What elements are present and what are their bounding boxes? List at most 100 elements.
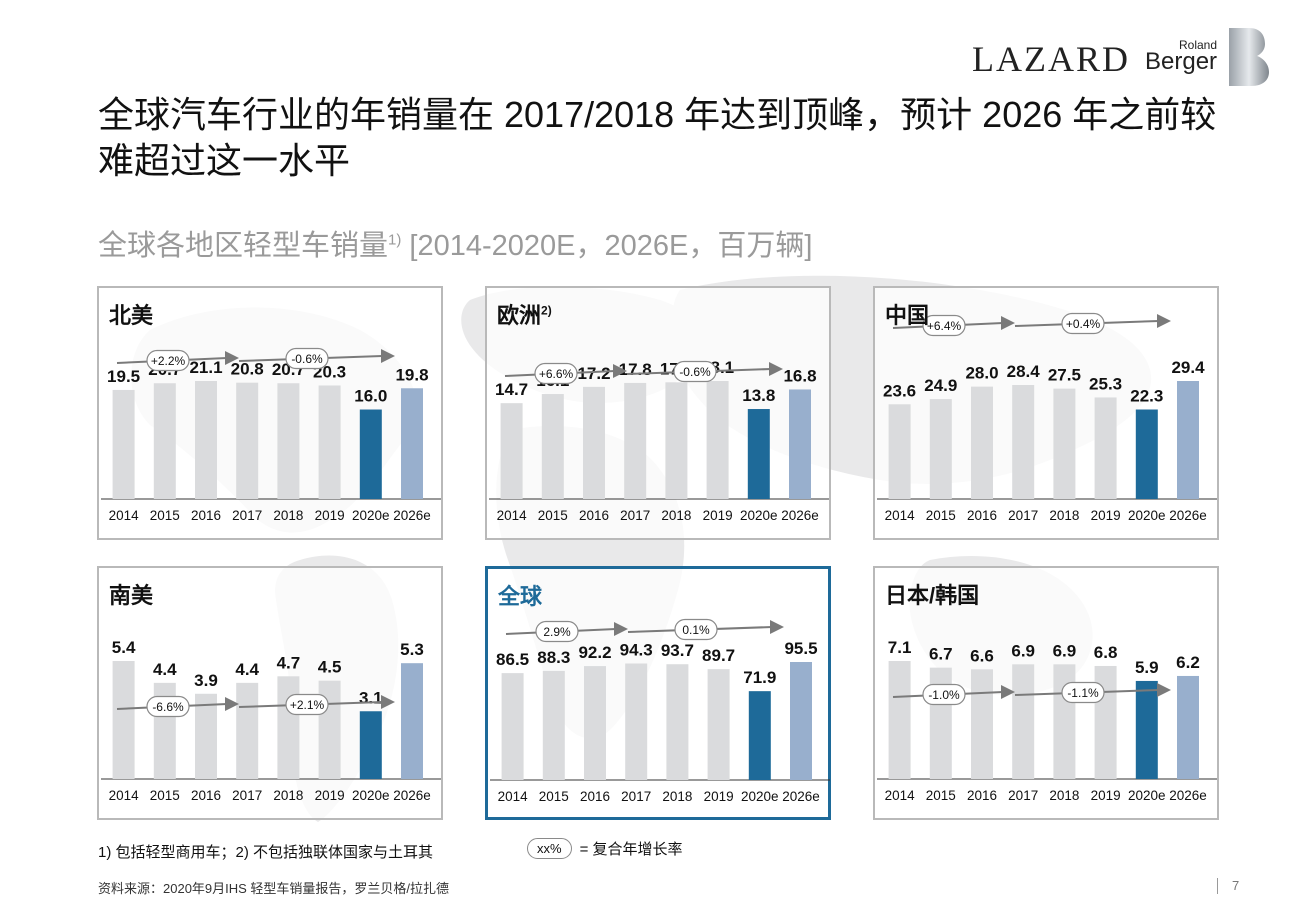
x-tick-label: 2018 [273, 788, 303, 803]
bar-2015 [929, 399, 952, 499]
bar-2017 [236, 682, 259, 779]
x-tick-label: 2017 [621, 789, 651, 804]
bar-2018 [1053, 388, 1076, 499]
bar-2016 [583, 386, 605, 499]
legend-text: = 复合年增长率 [579, 841, 683, 858]
x-tick-label: 2026e [1169, 788, 1207, 803]
cagr-label: +6.4% [927, 319, 962, 333]
x-tick-label: 2019 [1091, 788, 1121, 803]
bar-2026e [789, 389, 811, 499]
cagr-pill [1061, 312, 1105, 335]
data-label: 95.5 [784, 639, 817, 658]
bar-2019 [1094, 397, 1117, 499]
data-label: 19.5 [107, 367, 140, 386]
lazard-logo: LAZARD [972, 39, 1130, 79]
x-tick-label: 2019 [315, 788, 345, 803]
data-label: 4.5 [318, 658, 342, 677]
data-label: 89.7 [702, 646, 735, 665]
arrow-head-icon [1157, 683, 1171, 697]
chart-panel: 14.7201416.1201517.2201617.8201717.92018… [485, 286, 831, 540]
x-tick-label: 2016 [191, 508, 221, 523]
chart-panel: 19.5201420.7201521.1201620.8201720.72018… [97, 286, 443, 540]
bar-2026e [790, 662, 812, 780]
data-label: 25.3 [1089, 374, 1122, 393]
bar-2019 [318, 385, 341, 499]
data-label: 28.0 [965, 364, 998, 383]
data-label: 3.1 [359, 688, 383, 707]
cagr-label: +6.6% [539, 367, 574, 381]
data-label: 16.8 [783, 366, 816, 385]
panel-title: 全球 [498, 579, 542, 611]
chart-panel: 7.1 2014 6.7 2015 6.6 2016 6.9 2017 6.9 2018 6.8 20… [873, 566, 1219, 820]
data-label: 5.9 [1135, 658, 1159, 677]
x-tick-label: 2026e [393, 788, 431, 803]
bar-2017 [1012, 664, 1035, 779]
x-tick-label: 2017 [232, 788, 262, 803]
cagr-label: -0.6% [679, 365, 711, 379]
data-label: 94.3 [620, 640, 653, 659]
bar-2014 [888, 404, 911, 499]
data-label: 6.7 [929, 645, 953, 664]
x-tick-label: 2016 [967, 788, 997, 803]
data-label: 5.3 [400, 640, 424, 659]
panel-title-text: 全球 [498, 584, 543, 609]
x-tick-label: 2026e [782, 789, 820, 804]
arrow-head-icon [225, 697, 239, 711]
arrow-head-icon [1001, 316, 1015, 330]
data-label: 17.2 [577, 364, 610, 383]
bar-2020e [747, 409, 770, 499]
data-label: 6.2 [1176, 653, 1200, 672]
panel-title: 欧洲2) [497, 298, 552, 330]
legend-pill: xx% [527, 838, 572, 859]
cagr-pill [922, 683, 966, 706]
panel-title-text: 欧洲 [497, 303, 542, 328]
data-label: 4.7 [277, 653, 301, 672]
x-tick-label: 2015 [926, 788, 956, 803]
x-tick-label: 2014 [498, 789, 529, 804]
source-note: 资料来源：2020年9月IHS 轻型车销量报告，罗兰贝格/拉扎德 [98, 881, 450, 896]
cagr-label: -0.6% [291, 352, 323, 366]
bar-2014 [112, 389, 135, 499]
x-tick-label: 2018 [273, 508, 303, 523]
cagr-pill [146, 695, 190, 718]
cagr-pill [285, 693, 329, 716]
cagr-pill [535, 620, 579, 643]
panel-title: 北美 [109, 298, 153, 330]
cagr-label: 2.9% [543, 625, 571, 639]
bar-2016 [195, 693, 217, 779]
x-tick-label: 2017 [620, 508, 650, 523]
panel-title: 南美 [109, 578, 153, 610]
x-tick-label: 2016 [579, 508, 609, 523]
bar-2016 [971, 386, 993, 499]
x-tick-label: 2018 [1049, 508, 1079, 523]
x-tick-label: 2014 [497, 508, 528, 523]
bar-chart: 5.4 2014 4.4 2015 3.9 2016 4.4 2017 4.7 2018 4.5 20… [101, 638, 441, 803]
cagr-label: -1.0% [928, 688, 960, 702]
cagr-pill [922, 314, 966, 337]
logo-berger-text: Berger [1145, 48, 1218, 75]
bar-2016 [971, 669, 993, 779]
x-tick-label: 2020e [741, 789, 779, 804]
bar-2018 [666, 664, 689, 780]
x-tick-label: 2017 [1008, 788, 1038, 803]
data-label: 92.2 [578, 643, 611, 662]
bar-2015 [542, 670, 565, 780]
bar-2020e [359, 409, 382, 499]
page-title: 全球汽车行业的年销量在 2017/2018 年达到顶峰，预计 2026 年之前较… [98, 94, 1217, 181]
data-label: 24.9 [924, 376, 957, 395]
bar-2017 [625, 663, 648, 780]
data-label: 20.8 [231, 360, 264, 379]
bar-2016 [195, 381, 217, 499]
arrow-head-icon [769, 362, 783, 376]
subtitle-footnote-mark: 1) [388, 231, 402, 249]
bar-2017 [236, 382, 259, 499]
x-tick-label: 2014 [885, 788, 916, 803]
bar-2026e [401, 663, 423, 779]
cagr-label: -6.6% [152, 700, 184, 714]
bar-2018 [665, 382, 688, 499]
page-number: 7 [1232, 878, 1240, 893]
cagr-label: +2.1% [290, 698, 325, 712]
x-tick-label: 2020e [1128, 508, 1166, 523]
data-label: 21.1 [189, 358, 222, 377]
data-label: 23.6 [883, 381, 916, 400]
